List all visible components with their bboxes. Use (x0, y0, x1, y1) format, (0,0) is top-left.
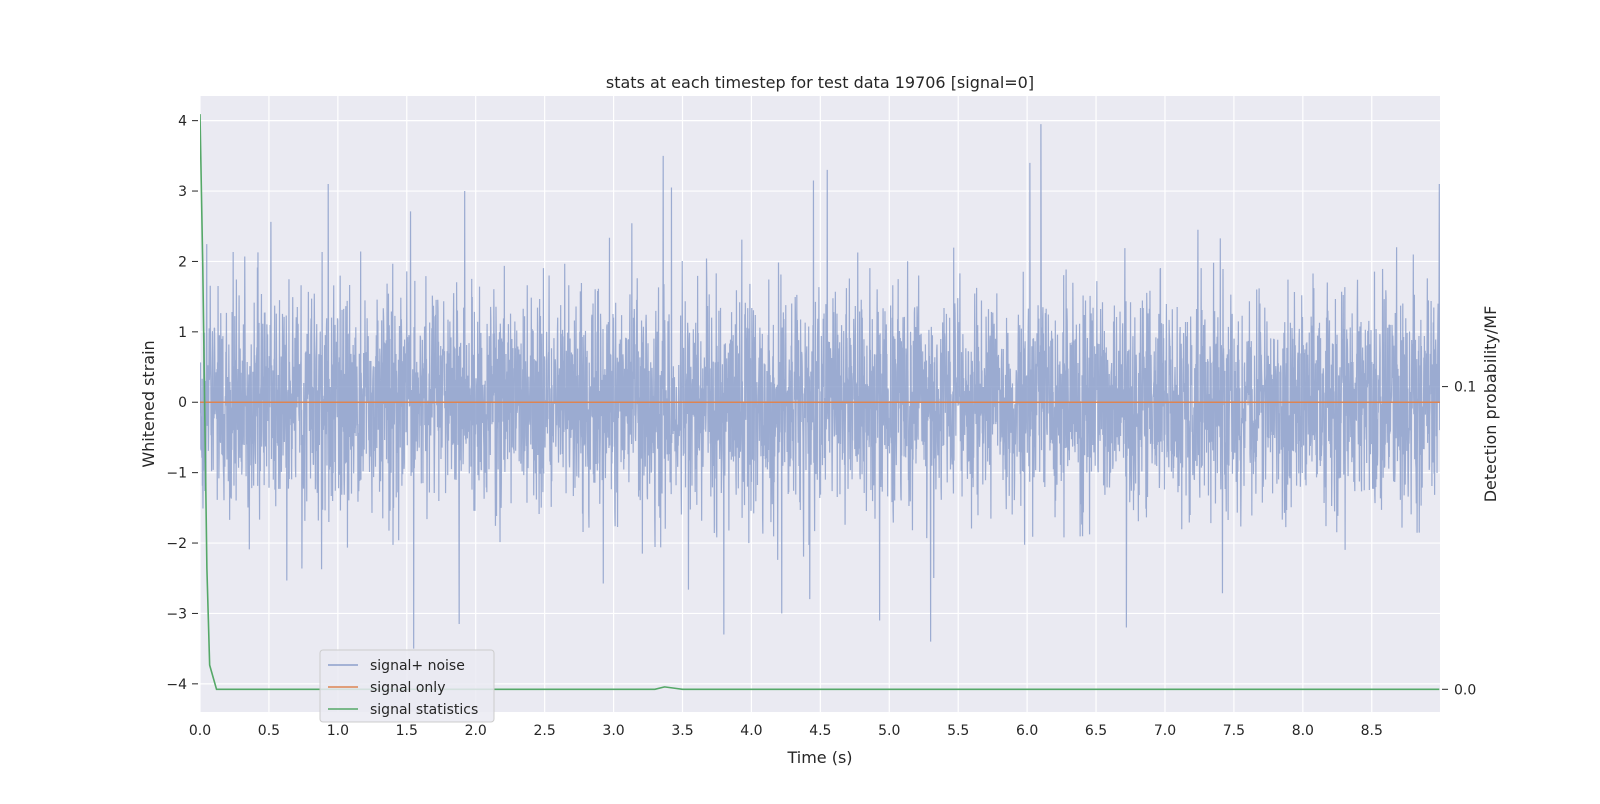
x-tick-label: 4.5 (809, 723, 831, 739)
clipped-series (200, 114, 1440, 691)
y-tick-label: −4 (166, 677, 187, 693)
legend: signal+ noise signal only signal statistic… (319, 649, 495, 723)
legend-label: signal+ noise (370, 658, 465, 674)
x-tick-label: 2.5 (534, 723, 556, 739)
x-tick-label: 0.5 (258, 723, 280, 739)
y-tick-label: −3 (166, 606, 187, 622)
x-tick-label: 4.0 (740, 723, 762, 739)
axes: 0.0 0.5 1.0 1.5 2.0 2.5 3.0 3.5 4.0 4.5 5.0 5.5 6.0 6… (166, 114, 1476, 739)
series-line-signal-noise (200, 124, 1440, 649)
x-tick-label: 3.0 (602, 723, 624, 739)
x-tick-label: 8.5 (1361, 723, 1383, 739)
y-tick-label: 3 (178, 184, 187, 200)
legend-label: signal statistics (370, 702, 478, 718)
series-line-signal-statistics (200, 114, 1440, 691)
x-tick-label: 8.0 (1292, 723, 1314, 739)
y2-axis-label: Detection probability/MF (1481, 306, 1500, 503)
x-tick-label: 7.0 (1154, 723, 1176, 739)
x-tick-label: 6.5 (1085, 723, 1107, 739)
y-axis-label: Whitened strain (139, 340, 158, 467)
legend-box (319, 649, 495, 723)
y-tick-label: 4 (178, 114, 187, 130)
legend-label: signal only (370, 680, 445, 696)
chart-title: stats at each timestep for test data 197… (606, 73, 1034, 92)
x-tick-label: 2.0 (465, 723, 487, 739)
y2-tick-label: 0.0 (1454, 682, 1476, 698)
y-tick-label: 0 (178, 395, 187, 411)
x-tick-label: 6.0 (1016, 723, 1038, 739)
y-tick-label: −1 (166, 466, 187, 482)
x-tick-label: 1.5 (396, 723, 418, 739)
x-tick-label: 3.5 (671, 723, 693, 739)
y-tick-label: 2 (178, 254, 187, 270)
y2-tick-label: 0.1 (1454, 380, 1476, 396)
x-axis-label: Time (s) (786, 748, 852, 767)
x-tick-label: 0.0 (189, 723, 211, 739)
y-tick-label: 1 (178, 325, 187, 341)
x-tick-label: 5.0 (878, 723, 900, 739)
y-tick-label: −2 (166, 536, 187, 552)
x-tick-label: 1.0 (327, 723, 349, 739)
series-layer (200, 114, 1440, 691)
x-tick-label: 5.5 (947, 723, 969, 739)
x-tick-label: 7.5 (1223, 723, 1245, 739)
